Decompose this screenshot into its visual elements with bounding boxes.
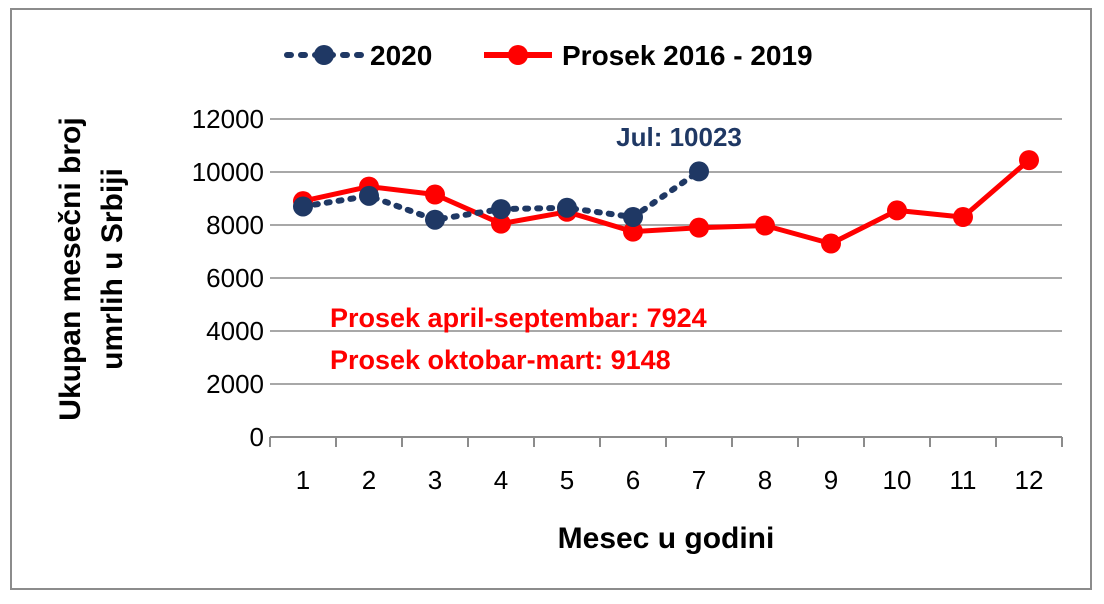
- x-axis-title: Mesec u godini: [558, 522, 775, 555]
- data-point-prosek: [689, 217, 709, 238]
- x-tick-label: 6: [626, 465, 640, 495]
- legend-2020-marker: [314, 45, 334, 65]
- legend-2020-label: 2020: [370, 40, 432, 71]
- data-point-2020: [623, 207, 643, 228]
- y-axis-title-line2: umrlih u Srbiji: [96, 168, 129, 370]
- y-tick-label: 10000: [192, 157, 264, 187]
- note-october-march: Prosek oktobar-mart: 9148: [330, 345, 671, 375]
- data-point-2020: [359, 185, 379, 206]
- x-tick-label: 9: [824, 465, 838, 495]
- x-tick-label: 10: [883, 465, 912, 495]
- x-tick-label: 4: [494, 465, 508, 495]
- y-tick-label: 4000: [206, 316, 264, 346]
- x-tick-label: 8: [758, 465, 772, 495]
- data-point-2020: [689, 161, 709, 182]
- x-tick-label: 7: [692, 465, 706, 495]
- note-april-september: Prosek april-septembar: 7924: [330, 303, 707, 333]
- series-line-prosek: [302, 158, 1031, 247]
- x-tick-label: 3: [428, 465, 442, 495]
- legend-prosek-label: Prosek 2016 - 2019: [562, 40, 813, 71]
- data-point-2020: [491, 199, 511, 220]
- data-point-prosek: [425, 184, 445, 205]
- legend-prosek-marker: [508, 45, 528, 65]
- x-tick-label: 11: [950, 465, 977, 495]
- y-axis-title-line1: Ukupan mesečni broj: [54, 117, 87, 420]
- x-tick-label: 2: [362, 465, 376, 495]
- jul-callout: Jul: 10023: [616, 122, 742, 152]
- gridlines: [270, 118, 1062, 385]
- data-point-prosek: [755, 215, 775, 236]
- data-point-prosek: [953, 207, 973, 228]
- y-tick-label: 6000: [206, 263, 264, 293]
- y-tick-label: 12000: [192, 104, 264, 134]
- data-point-prosek: [1019, 150, 1039, 171]
- y-tick-label: 8000: [206, 210, 264, 240]
- data-point-prosek: [821, 233, 841, 254]
- data-point-2020: [557, 197, 577, 218]
- chart-frame: [10, 8, 1092, 590]
- legend: 2020 Prosek 2016 - 2019: [284, 40, 813, 71]
- x-tick-label: 1: [296, 465, 310, 495]
- data-point-prosek: [491, 213, 511, 234]
- series-layer: [293, 150, 1039, 254]
- data-point-prosek: [623, 221, 643, 242]
- data-point-2020: [425, 209, 445, 230]
- data-point-2020: [293, 196, 313, 217]
- x-tick-label: 5: [560, 465, 574, 495]
- data-point-prosek: [887, 200, 907, 221]
- y-tick-label: 0: [250, 422, 264, 452]
- x-tick-label: 12: [1015, 465, 1044, 495]
- y-tick-label: 2000: [206, 369, 264, 399]
